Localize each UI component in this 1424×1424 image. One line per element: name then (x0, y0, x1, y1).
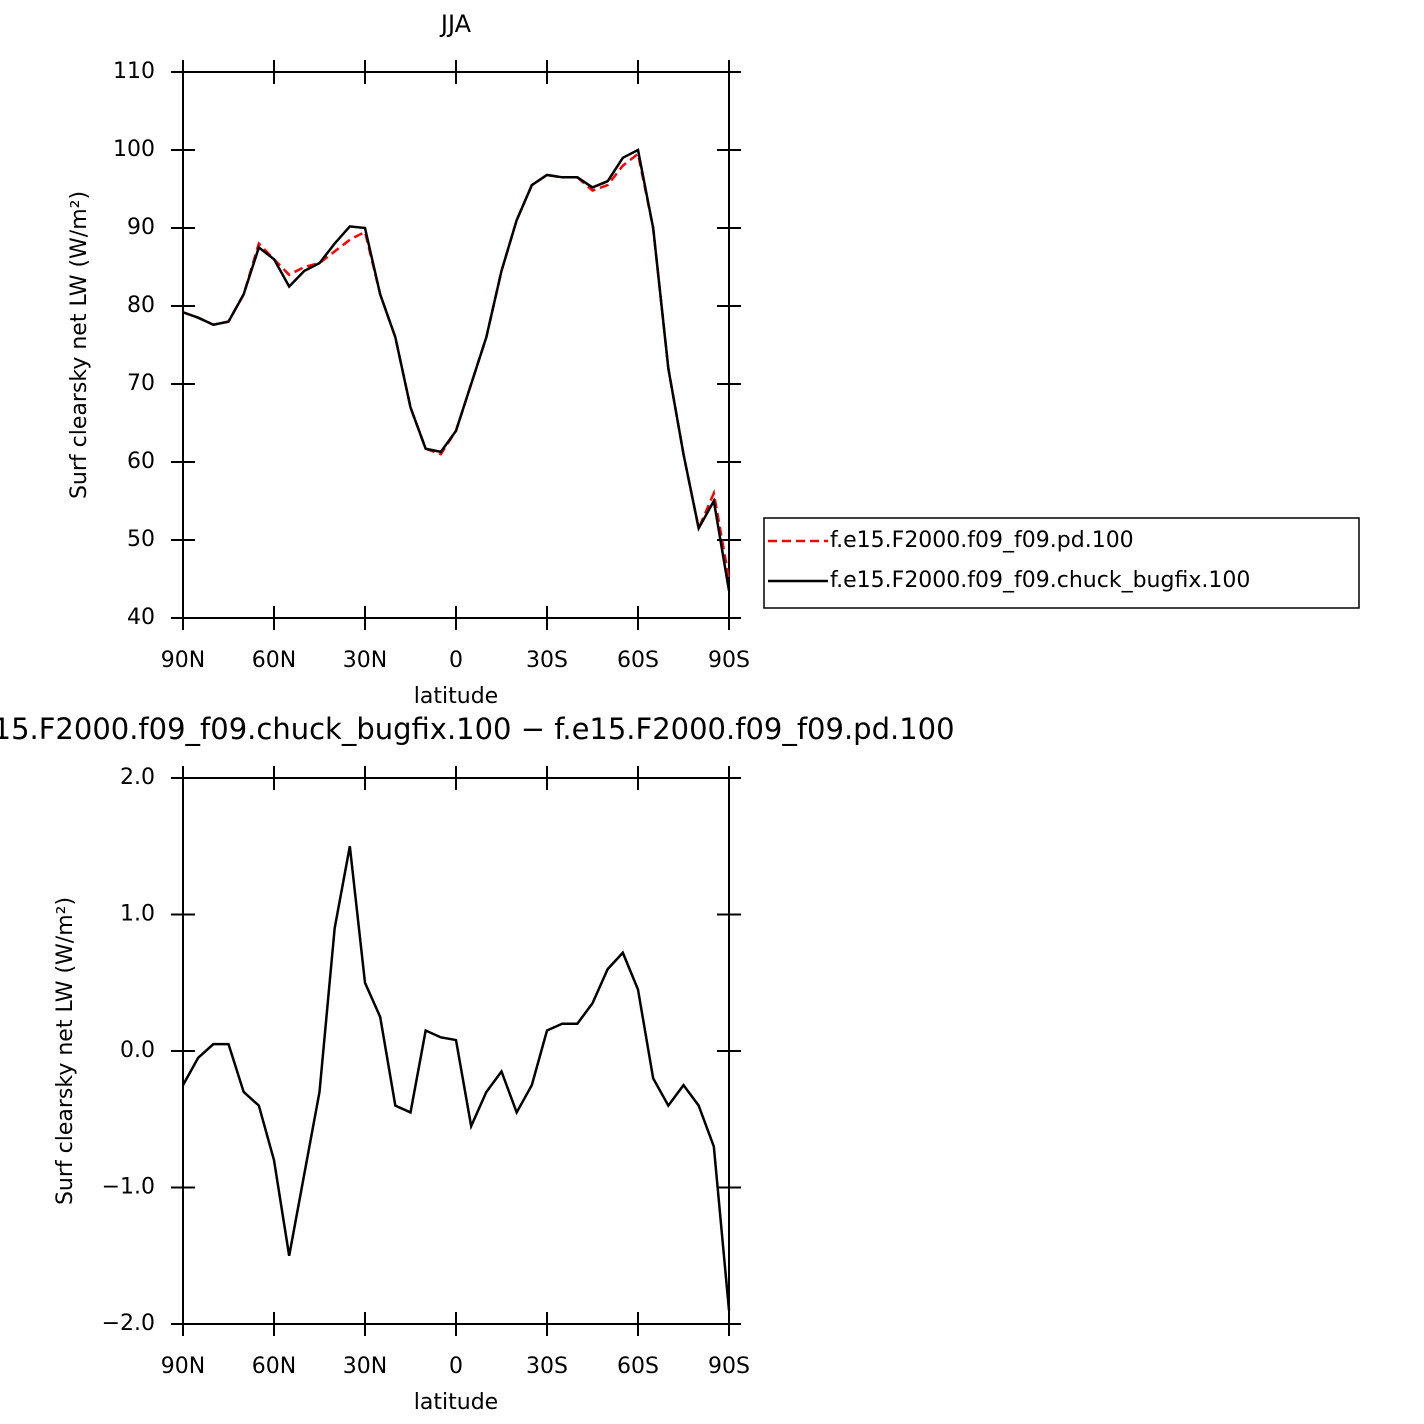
chart-title: f.e15.F2000.f09_f09.chuck_bugfix.100 − f… (0, 712, 955, 746)
y-tick-label: 40 (127, 605, 155, 630)
x-tick-label: 30S (526, 1354, 568, 1379)
legend-box (763, 517, 1360, 609)
x-tick-label: 90S (708, 648, 750, 673)
y-tick-label: 110 (113, 59, 155, 84)
x-tick-label: 30N (343, 648, 387, 673)
x-axis-label: latitude (414, 684, 498, 709)
y-tick-label: −1.0 (102, 1175, 155, 1200)
y-tick-label: 100 (113, 137, 155, 162)
y-axis-label: Surf clearsky net LW (W/m²) (67, 191, 92, 499)
series-line (182, 148, 731, 591)
plot-frame (182, 71, 730, 619)
x-tick-label: 90N (161, 1354, 205, 1379)
x-tick-label: 60N (252, 1354, 296, 1379)
x-tick-label: 60N (252, 648, 296, 673)
plot-frame (182, 777, 730, 1325)
y-tick-label: 60 (127, 449, 155, 474)
y-tick-label: 80 (127, 293, 155, 318)
series-line (181, 846, 731, 1311)
y-tick-label: 0.0 (120, 1038, 155, 1063)
legend-label: f.e15.F2000.f09_f09.pd.100 (830, 528, 1134, 553)
y-tick-label: 90 (127, 215, 155, 240)
x-tick-label: 30S (526, 648, 568, 673)
x-tick-label: 0 (449, 648, 463, 673)
x-tick-label: 0 (449, 1354, 463, 1379)
x-tick-label: 90N (161, 648, 205, 673)
x-tick-label: 60S (617, 648, 659, 673)
y-tick-label: 1.0 (120, 902, 155, 927)
y-tick-label: −2.0 (102, 1311, 155, 1336)
x-axis-label: latitude (414, 1390, 498, 1415)
y-tick-label: 2.0 (120, 765, 155, 790)
chart-title: JJA (439, 10, 472, 38)
x-tick-label: 90S (708, 1354, 750, 1379)
y-tick-label: 50 (127, 527, 155, 552)
x-tick-label: 30N (343, 1354, 387, 1379)
legend-label: f.e15.F2000.f09_f09.chuck_bugfix.100 (830, 568, 1250, 593)
y-tick-label: 70 (127, 371, 155, 396)
series-line (182, 151, 731, 580)
y-axis-label: Surf clearsky net LW (W/m²) (53, 897, 78, 1205)
x-tick-label: 60S (617, 1354, 659, 1379)
